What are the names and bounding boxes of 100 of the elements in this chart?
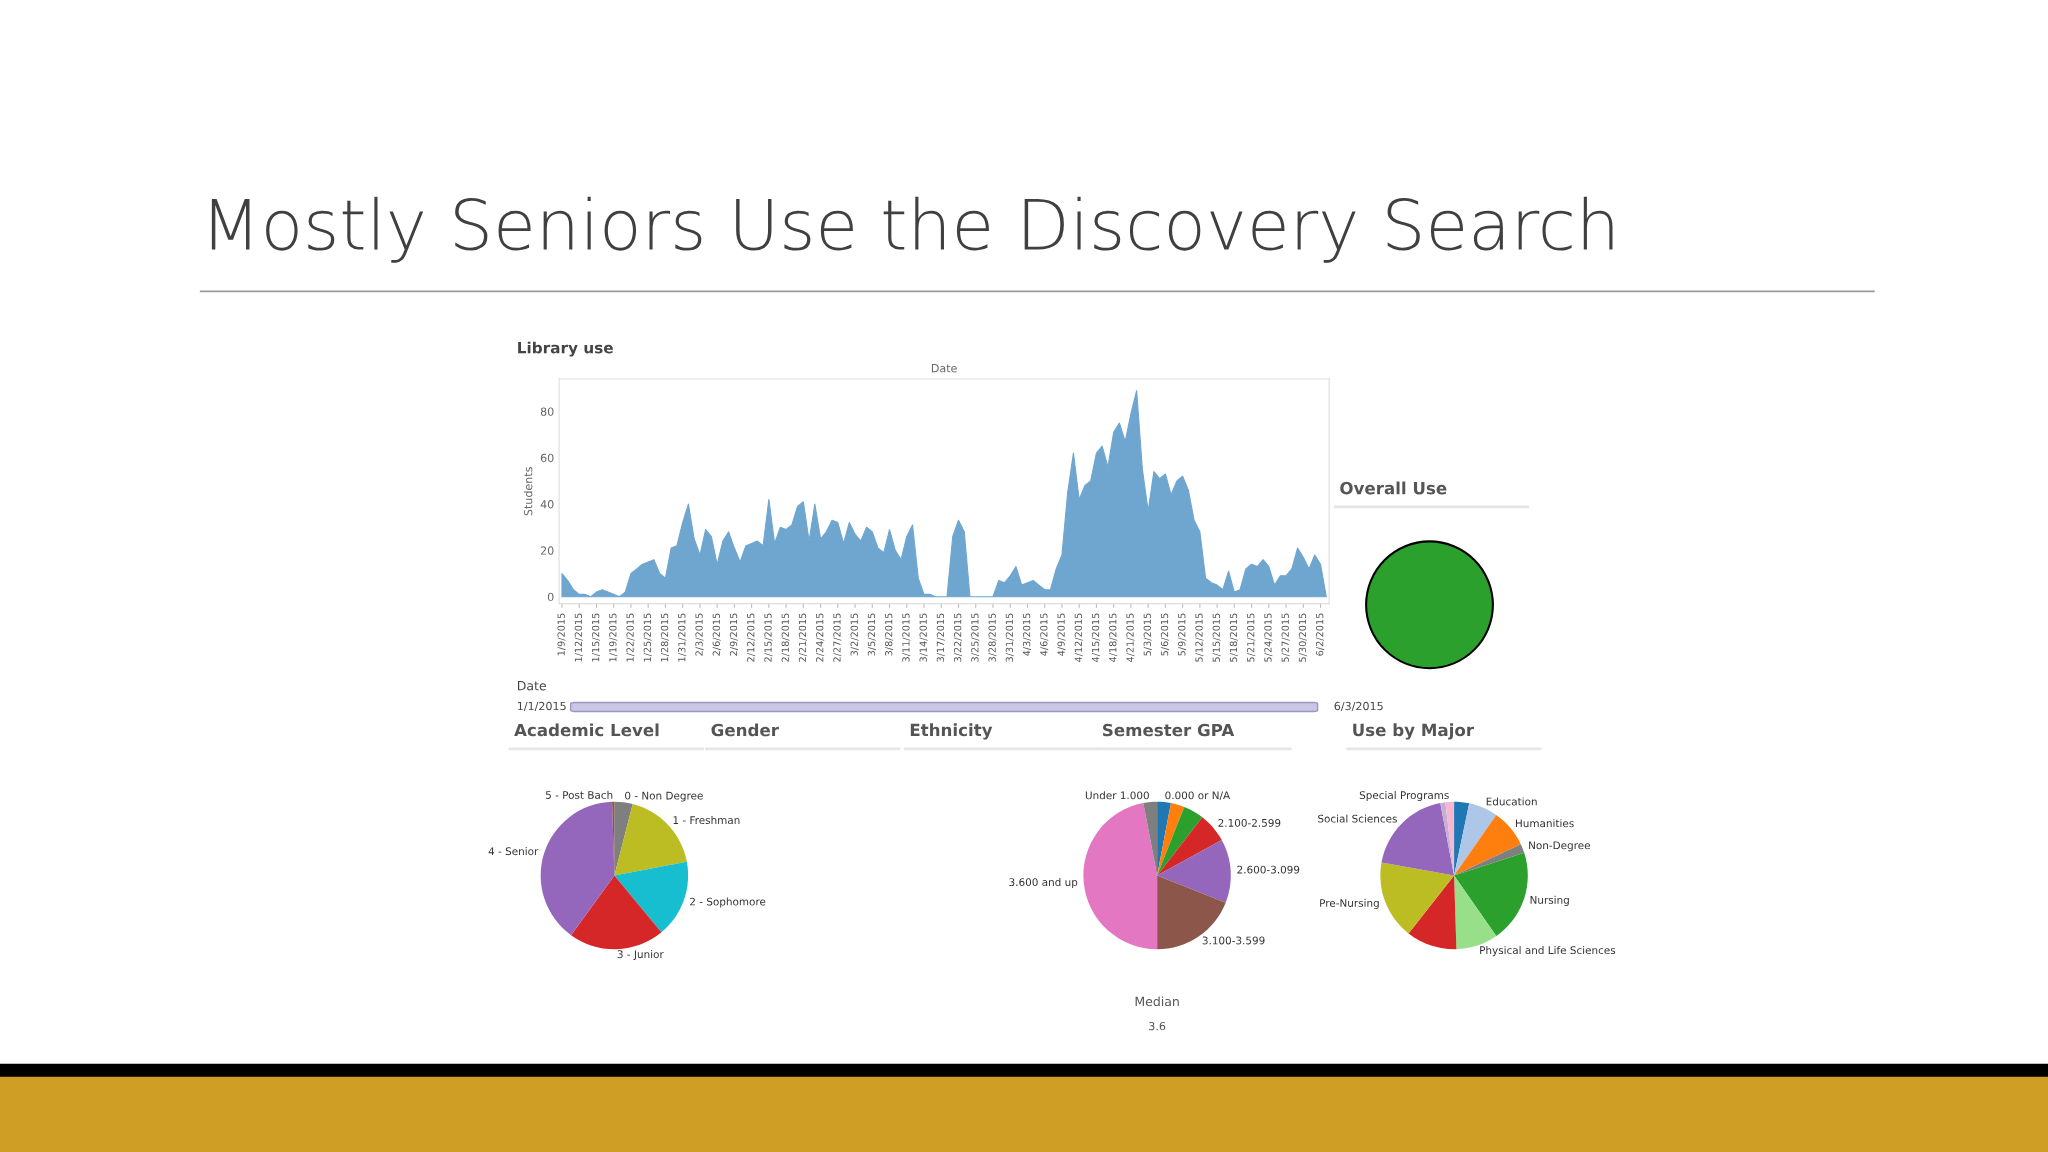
pie-slice <box>1157 840 1231 903</box>
x-tick-label: 4/9/2015 <box>1057 613 1066 656</box>
x-tick-label: 5/6/2015 <box>1160 613 1169 656</box>
x-tick-label: 5/15/2015 <box>1212 613 1221 662</box>
slice-label: Social Sciences <box>1318 814 1397 823</box>
x-tick-label: 2/6/2015 <box>712 613 721 656</box>
pie-slice <box>1380 862 1455 934</box>
pie-slice <box>1157 803 1185 876</box>
pie-slice <box>614 804 687 876</box>
pie-slice <box>614 861 689 933</box>
text: 1/1/2015 <box>517 701 566 712</box>
slice-label: 3.600 and up <box>1009 877 1078 889</box>
x-tick-label: 1/28/2015 <box>660 613 669 662</box>
slice-label: 4 - Senior <box>488 847 539 856</box>
x2-axis-title: Date <box>931 364 957 373</box>
text: Median <box>1135 996 1179 1007</box>
pie-slice <box>1083 803 1158 950</box>
x-tick-label: 3/5/2015 <box>867 613 876 656</box>
x-tick-label: 2/15/2015 <box>764 613 773 662</box>
slice-label: 1 - Freshman <box>673 815 740 825</box>
x-tick-label: 5/21/2015 <box>1247 613 1256 662</box>
x-tick-label: 1/15/2015 <box>591 613 601 662</box>
x-tick-label: 3/25/2015 <box>971 613 980 662</box>
x-tick-label: 2/21/2015 <box>798 613 807 662</box>
x-tick-label: 3/14/2015 <box>919 613 928 662</box>
y-tick-label: 20 <box>540 546 554 555</box>
slice-label: 0 - Non Degree <box>625 791 703 802</box>
text: Gender <box>711 723 779 737</box>
x-tick-label: 5/18/2015 <box>1229 613 1238 662</box>
x-tick-label: 5/27/2015 <box>1281 613 1290 662</box>
slice-label: Non-Degree <box>1529 841 1590 852</box>
x-tick-label: 2/3/2015 <box>695 613 704 656</box>
x-tick-label: 5/24/2015 <box>1264 613 1273 662</box>
x-tick-label: 1/12/2015 <box>574 613 583 662</box>
y-tick-label: 60 <box>540 453 554 463</box>
pie-slice <box>571 875 662 950</box>
chart-title: Use by Major <box>1353 723 1474 740</box>
x-tick-label: 2/9/2015 <box>729 613 738 656</box>
pie-slice <box>1454 844 1525 876</box>
y-tick-label: 40 <box>540 500 554 509</box>
x-tick-label: 1/31/2015 <box>678 613 687 662</box>
pie-slice <box>1157 801 1171 876</box>
pie-slice <box>1408 875 1457 950</box>
pie-slice <box>540 801 615 936</box>
x-tick-label: 1/9/2015 <box>557 613 566 656</box>
pie-slice <box>614 801 633 876</box>
slice-label: Education <box>1486 797 1537 806</box>
chart-title: Semester GPA <box>1103 723 1235 737</box>
x-tick-label: 5/30/2015 <box>1298 613 1307 662</box>
text: Date <box>517 681 546 691</box>
chart-title: Academic Level <box>514 723 659 737</box>
x-tick-label: 3/22/2015 <box>953 613 963 662</box>
x-tick-label: 2/12/2015 <box>747 613 756 662</box>
x-tick-label: 4/21/2015 <box>1126 613 1135 663</box>
x-tick-label: 5/9/2015 <box>1178 613 1187 656</box>
chart-title: Overall Use <box>1340 481 1447 495</box>
slice-label: 2.600-3.099 <box>1237 865 1300 874</box>
slice-label: Nursing <box>1530 895 1569 906</box>
x-tick-label: 2/18/2015 <box>781 613 790 662</box>
text: 6/3/2015 <box>1334 701 1383 712</box>
x-tick-label: 5/3/2015 <box>1143 613 1152 656</box>
text: Ethnicity <box>910 723 993 740</box>
chart-title: Library use <box>518 341 613 357</box>
y-axis-title: Students <box>523 467 533 516</box>
y-tick-label: 0 <box>547 592 554 602</box>
x-tick-label: 1/19/2015 <box>609 613 618 662</box>
x-tick-label: 4/6/2015 <box>1040 613 1049 656</box>
x-tick-label: 3/2/2015 <box>850 613 859 656</box>
slice-label: 0.000 or N/A <box>1165 791 1231 801</box>
x-tick-label: 6/2/2015 <box>1316 613 1325 656</box>
x-tick-label: 3/31/2015 <box>1005 613 1014 662</box>
slice-label: Special Programs <box>1359 790 1449 802</box>
x-tick-label: 5/12/2015 <box>1195 613 1204 662</box>
text: 3.6 <box>1149 1021 1166 1031</box>
slice-label: 2 - Sophomore <box>690 897 766 908</box>
x-tick-label: 4/12/2015 <box>1074 613 1083 663</box>
slice-label: Physical and Life Sciences <box>1480 946 1616 957</box>
slice-label: 5 - Post Bach <box>545 790 613 799</box>
slice-label: 2.100-2.599 <box>1218 818 1281 827</box>
x-tick-label: 3/8/2015 <box>885 613 894 656</box>
x-tick-label: 3/28/2015 <box>988 613 997 662</box>
x-tick-label: 3/11/2015 <box>902 613 911 662</box>
x-tick-label: 4/3/2015 <box>1022 613 1032 656</box>
pie-slice <box>1454 801 1470 876</box>
slice-label: 3 - Junior <box>617 950 664 961</box>
text: Mostly Seniors Use the Discovery Search <box>211 196 1613 263</box>
y-tick-label: 80 <box>540 407 554 416</box>
pie-slice <box>1157 806 1203 876</box>
x-tick-label: 4/18/2015 <box>1109 613 1118 663</box>
slice-label: Humanities <box>1515 819 1574 828</box>
pie-slice <box>1454 852 1528 936</box>
x-tick-label: 2/27/2015 <box>833 613 842 662</box>
x-tick-label: 1/22/2015 <box>626 613 635 662</box>
slice-label: Under 1.000 <box>1085 791 1149 800</box>
x-tick-label: 4/15/2015 <box>1091 613 1100 663</box>
x-tick-label: 2/24/2015 <box>816 613 825 662</box>
x-tick-label: 1/25/2015 <box>643 613 652 662</box>
x-tick-label: 3/17/2015 <box>936 613 945 662</box>
slice-label: 3.100-3.599 <box>1202 936 1265 945</box>
slice-label: Pre-Nursing <box>1320 898 1379 909</box>
